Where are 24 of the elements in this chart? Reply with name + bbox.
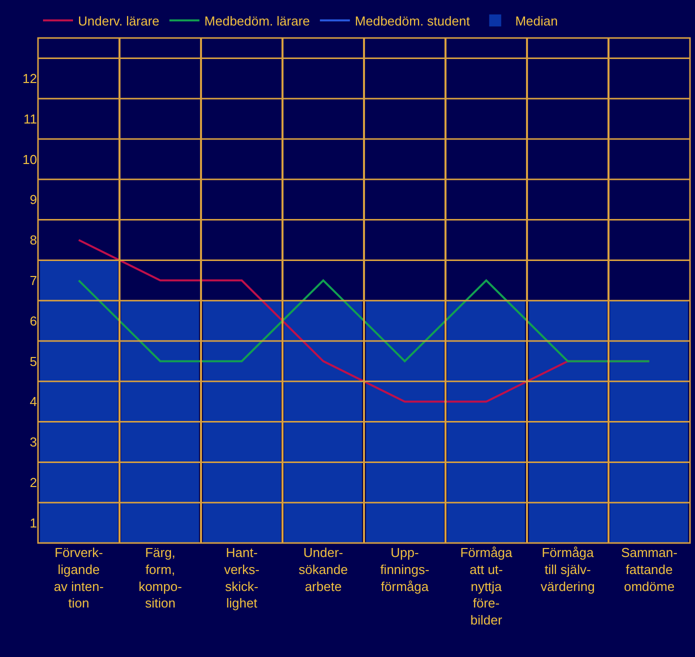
x-tick-label: Under- sökande arbete	[298, 545, 348, 594]
y-tick-label: 10	[22, 152, 37, 167]
x-tick-label: Upp- finnings- förmåga	[380, 545, 430, 594]
y-tick-label: 6	[30, 313, 37, 328]
y-tick-label: 4	[30, 394, 37, 410]
y-tick-label: 9	[30, 192, 37, 208]
legend-label: Median	[515, 13, 558, 28]
legend-label: Medbedöm. lärare	[204, 13, 310, 28]
x-tick-label: Färg, form, kompo- sition	[138, 545, 182, 611]
x-tick-label: Hant- verks- skick- lighet	[224, 545, 260, 611]
y-tick-label: 1	[30, 515, 37, 530]
legend-label: Underv. lärare	[78, 13, 160, 28]
y-tick-label: 7	[30, 272, 37, 288]
x-tick-label: Förmåga till själv- värdering	[540, 545, 595, 594]
x-tick-label: Samman- fattande omdöme	[621, 545, 678, 594]
y-tick-label: 5	[30, 354, 37, 369]
y-tick-label: 11	[24, 111, 37, 126]
x-tick-label: Förmåga att ut- nyttja före- bilder	[460, 545, 514, 628]
y-tick-label: 8	[30, 232, 37, 248]
y-tick-label: 12	[22, 70, 37, 86]
y-tick-label: 3	[30, 434, 37, 450]
x-tick-label: Förverk- ligande av inten- tion	[54, 545, 104, 611]
y-tick-label: 2	[30, 474, 37, 490]
legend-label: Medbedöm. student	[354, 13, 470, 28]
